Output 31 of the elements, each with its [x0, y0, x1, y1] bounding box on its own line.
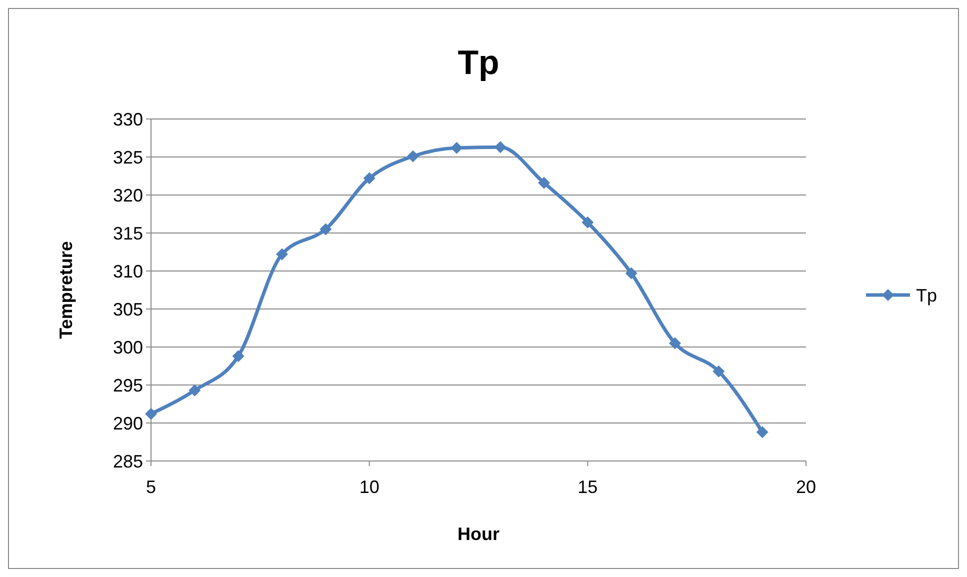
point	[538, 176, 550, 189]
y-tick-label: 330	[112, 109, 143, 130]
y-tick-label: 320	[112, 185, 143, 206]
point	[407, 150, 419, 162]
point	[276, 248, 288, 260]
chart-title: Tp	[458, 44, 500, 82]
point	[363, 172, 376, 184]
y-tick-label: 300	[112, 337, 143, 358]
point	[145, 408, 157, 420]
x-tick-label: 10	[359, 477, 380, 497]
y-tick-label: 325	[112, 147, 143, 168]
legend-label: Tp	[916, 285, 938, 306]
point	[625, 267, 638, 280]
x-axis-title: Hour	[458, 524, 500, 544]
y-tick-label: 295	[112, 375, 143, 396]
point	[582, 216, 594, 228]
y-tick-label: 290	[112, 413, 143, 434]
point	[320, 223, 332, 236]
point	[712, 365, 725, 378]
x-tick-label: 15	[578, 477, 598, 497]
x-tick-label: 5	[146, 477, 156, 497]
x-tick-label: 20	[796, 477, 816, 497]
y-axis-title: Tempreture	[56, 241, 76, 339]
y-tick-label: 305	[112, 299, 143, 320]
y-tick-label: 315	[112, 223, 143, 244]
point	[232, 350, 244, 362]
point	[756, 426, 768, 438]
y-tick-label: 285	[112, 451, 143, 472]
y-tick-label: 310	[112, 261, 143, 282]
point	[669, 337, 681, 350]
point	[188, 384, 201, 396]
